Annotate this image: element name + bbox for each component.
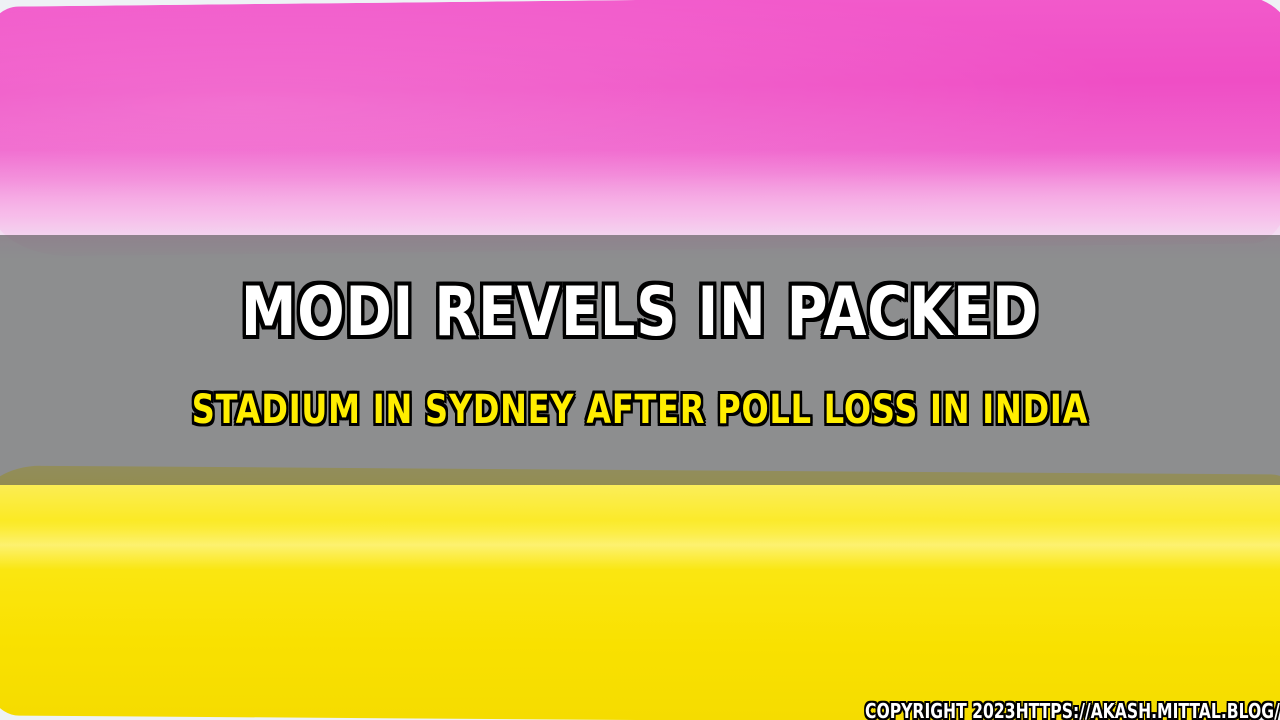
yellow-watercolor-stroke [0, 465, 1280, 720]
headline-line-2: STADIUM IN SYDNEY AFTER POLL LOSS IN IND… [191, 387, 1089, 433]
yellow-stroke-highlight [0, 520, 1280, 570]
copyright-notice: COPYRIGHT 2023HTTPS://AKASH.MITTAL.BLOG/ [865, 699, 1280, 720]
headline-line-1: MODI REVELS IN PACKED [240, 273, 1040, 352]
title-overlay-band [0, 235, 1280, 485]
